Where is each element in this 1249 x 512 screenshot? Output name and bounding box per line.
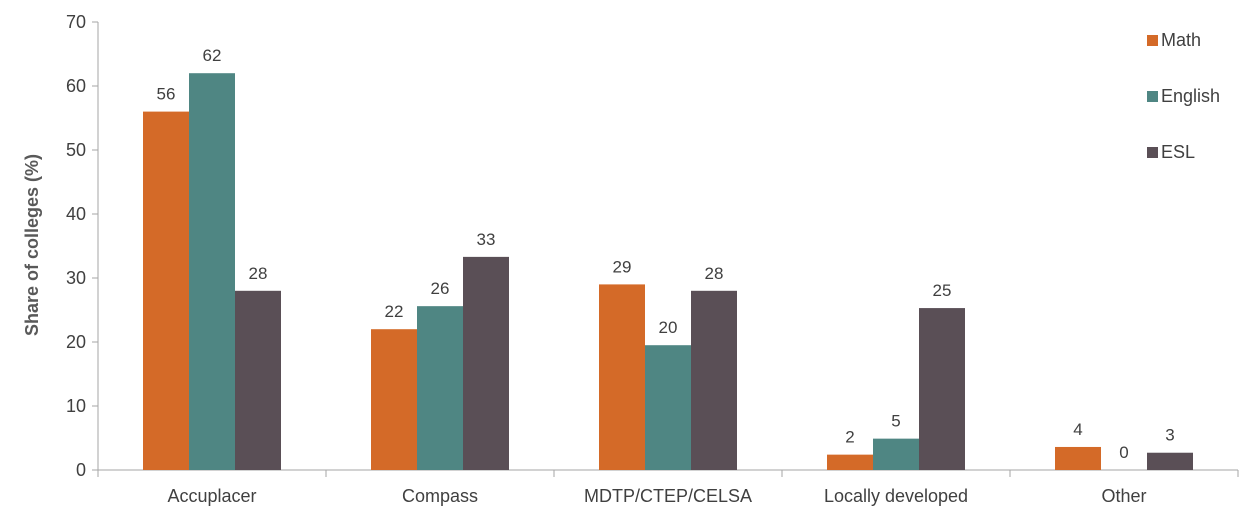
y-tick-label: 0 xyxy=(76,460,86,480)
x-tick-label: Accuplacer xyxy=(167,486,256,506)
legend: Math English ESL xyxy=(1147,30,1220,162)
data-label: 28 xyxy=(249,264,268,283)
data-label: 22 xyxy=(385,302,404,321)
data-label: 26 xyxy=(431,279,450,298)
y-axis-label: Share of colleges (%) xyxy=(22,154,42,336)
bar-math xyxy=(143,111,189,470)
bar-esl xyxy=(463,256,509,470)
y-tick-label: 20 xyxy=(66,332,86,352)
y-tick-label: 50 xyxy=(66,140,86,160)
data-label: 33 xyxy=(477,230,496,249)
bar-english xyxy=(417,306,463,470)
data-label: 3 xyxy=(1165,426,1174,445)
legend-swatch-english xyxy=(1147,91,1158,102)
y-tick-label: 10 xyxy=(66,396,86,416)
bar-english xyxy=(873,438,919,470)
bar-esl xyxy=(1147,452,1193,470)
data-label: 20 xyxy=(659,318,678,337)
bar-math xyxy=(599,284,645,470)
legend-swatch-math xyxy=(1147,35,1158,46)
data-label: 28 xyxy=(705,264,724,283)
y-tick-label: 70 xyxy=(66,12,86,32)
x-tick-label: MDTP/CTEP/CELSA xyxy=(584,486,752,506)
y-tick-label: 40 xyxy=(66,204,86,224)
data-label: 4 xyxy=(1073,420,1082,439)
data-label: 0 xyxy=(1119,443,1128,462)
bar-math xyxy=(371,329,417,470)
bar-esl xyxy=(919,308,965,470)
y-tick-label: 60 xyxy=(66,76,86,96)
bar-esl xyxy=(235,290,281,470)
legend-label: ESL xyxy=(1161,142,1195,162)
legend-label: Math xyxy=(1161,30,1201,50)
bar-english xyxy=(645,345,691,470)
data-label: 56 xyxy=(157,85,176,104)
legend-label: English xyxy=(1161,86,1220,106)
data-label: 62 xyxy=(203,46,222,65)
bar-english xyxy=(189,73,235,470)
y-tick-label: 30 xyxy=(66,268,86,288)
data-label: 2 xyxy=(845,428,854,447)
x-tick-label: Other xyxy=(1101,486,1146,506)
data-label: 25 xyxy=(933,281,952,300)
bar-math xyxy=(1055,446,1101,470)
data-label: 5 xyxy=(891,412,900,431)
bars xyxy=(143,73,1193,470)
x-tick-label: Locally developed xyxy=(824,486,968,506)
bar-math xyxy=(827,454,873,470)
bar-esl xyxy=(691,290,737,470)
data-label: 29 xyxy=(613,257,632,276)
x-tick-label: Compass xyxy=(402,486,478,506)
legend-swatch-esl xyxy=(1147,147,1158,158)
